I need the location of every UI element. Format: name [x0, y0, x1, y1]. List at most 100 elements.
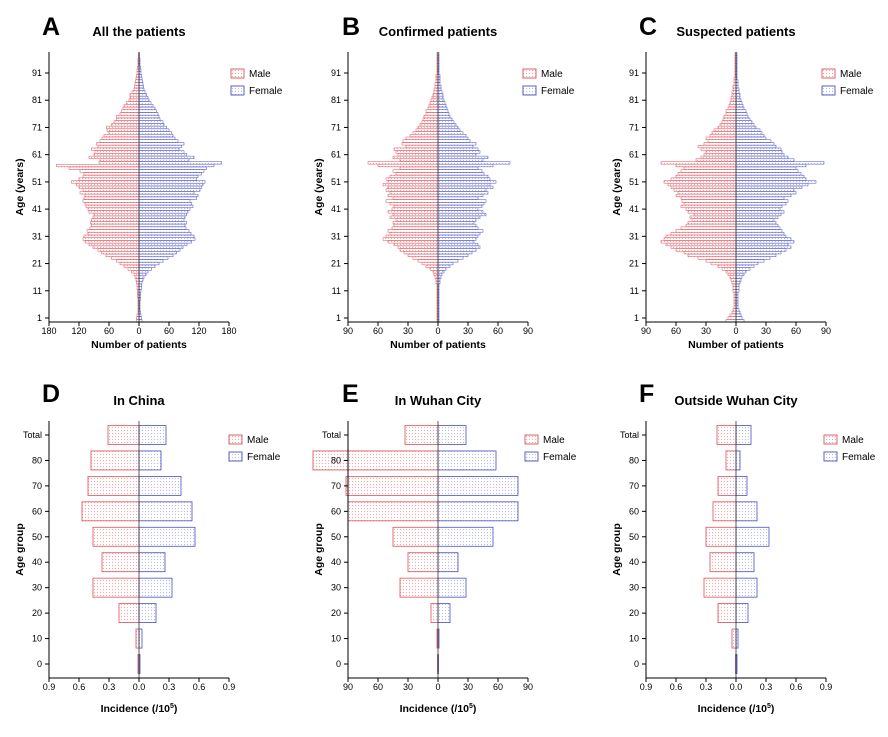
bar-female — [735, 120, 753, 124]
bar-female — [138, 577, 173, 598]
bar-male — [98, 161, 140, 165]
bar-male — [427, 106, 439, 110]
y-tick-label: 31 — [331, 231, 341, 241]
bar-female — [138, 115, 160, 119]
bar-male — [392, 155, 439, 159]
x-tick-label: 30 — [463, 682, 473, 692]
bar-female — [138, 232, 192, 236]
bar-female — [735, 95, 741, 100]
legend-male-label: Male — [543, 435, 565, 446]
bar-male — [731, 93, 737, 97]
bar-female — [437, 87, 442, 91]
bar-male — [119, 112, 140, 116]
bar-female — [735, 232, 785, 236]
y-tick-label: 60 — [32, 506, 42, 516]
bar-female — [437, 577, 467, 598]
x-tick-label: 60 — [493, 682, 503, 692]
y-tick-label: 61 — [331, 150, 341, 160]
bar-female — [735, 183, 809, 187]
bar-female — [138, 180, 206, 184]
bar-male — [732, 286, 737, 290]
bar-male — [393, 223, 439, 227]
bar-female — [437, 174, 489, 178]
bar-female — [735, 253, 777, 257]
bar-female — [735, 115, 749, 119]
legend-female-label: Female — [541, 86, 575, 97]
bar-male — [79, 169, 140, 173]
bar-female — [437, 112, 450, 116]
bar-male — [87, 207, 140, 211]
bar-female — [437, 185, 494, 189]
bar-female — [437, 275, 442, 279]
bar-female — [138, 278, 144, 282]
bar-female — [138, 262, 160, 266]
bar-male — [705, 136, 737, 140]
bar-male — [691, 218, 737, 222]
bar-female — [735, 270, 747, 274]
bar-male — [99, 158, 140, 162]
bar-male — [732, 87, 737, 91]
bar-female — [735, 229, 783, 233]
bar-male — [91, 147, 140, 151]
y-tick-label: 91 — [32, 68, 42, 78]
bar-male — [399, 577, 439, 598]
bar-female — [735, 90, 740, 94]
bar-female — [735, 101, 743, 105]
bar-female — [437, 177, 491, 181]
bar-male — [133, 272, 140, 276]
y-tick-label: 81 — [331, 95, 341, 105]
bar-male — [709, 134, 737, 138]
legend-female-label: Female — [247, 452, 281, 463]
legend-male-label: Male — [840, 69, 862, 80]
bar-female — [138, 120, 164, 124]
bar-male — [683, 166, 737, 170]
bar-male — [79, 191, 140, 195]
bar-female — [138, 223, 186, 227]
bar-female — [437, 120, 455, 124]
bar-male — [86, 229, 140, 233]
bar-male — [404, 425, 439, 445]
bar-male — [429, 101, 439, 105]
x-axis-label: Incidence (/105) — [400, 703, 477, 715]
y-tick-label: 51 — [331, 177, 341, 187]
bar-female — [735, 242, 789, 247]
panel-title: In Wuhan City — [395, 393, 482, 408]
bar-male — [78, 185, 140, 189]
y-tick-label: 41 — [629, 204, 639, 214]
panel-E: E In Wuhan City 0 10 20 30 40 50 60 70 80 Total 90 60… — [312, 380, 577, 715]
bar-female — [735, 134, 765, 138]
bar-female — [437, 101, 446, 105]
x-tick-label: 0.6 — [73, 682, 86, 692]
bar-female — [437, 237, 477, 241]
bar-female — [437, 128, 461, 132]
legend-female-swatch — [823, 451, 838, 462]
bar-female — [437, 169, 483, 173]
bar-female — [138, 242, 188, 247]
x-tick-label: 180 — [41, 326, 56, 336]
legend-male-swatch — [228, 434, 243, 445]
bar-female — [437, 183, 491, 187]
bar-female — [735, 237, 792, 241]
x-tick-label: 0.3 — [760, 682, 773, 692]
x-tick-label: 60 — [373, 682, 383, 692]
bar-female — [437, 150, 481, 154]
bar-female — [437, 164, 494, 168]
bar-male — [700, 155, 737, 159]
bar-male — [712, 501, 737, 522]
bar-male — [90, 450, 140, 471]
legend-male-swatch — [823, 434, 838, 445]
bar-female — [735, 161, 825, 165]
y-tick-label: 70 — [331, 481, 341, 491]
bar-male — [667, 183, 737, 187]
bar-male — [399, 248, 439, 252]
bar-female — [437, 172, 485, 176]
bar-female — [138, 281, 143, 285]
x-tick-label: 90 — [523, 682, 533, 692]
bar-female — [735, 223, 779, 227]
bar-female — [138, 76, 143, 80]
y-tick-label: 11 — [33, 286, 42, 296]
y-tick-label: 1 — [336, 313, 341, 323]
bar-female — [735, 142, 775, 146]
bar-female — [437, 245, 481, 249]
bar-male — [717, 264, 737, 268]
